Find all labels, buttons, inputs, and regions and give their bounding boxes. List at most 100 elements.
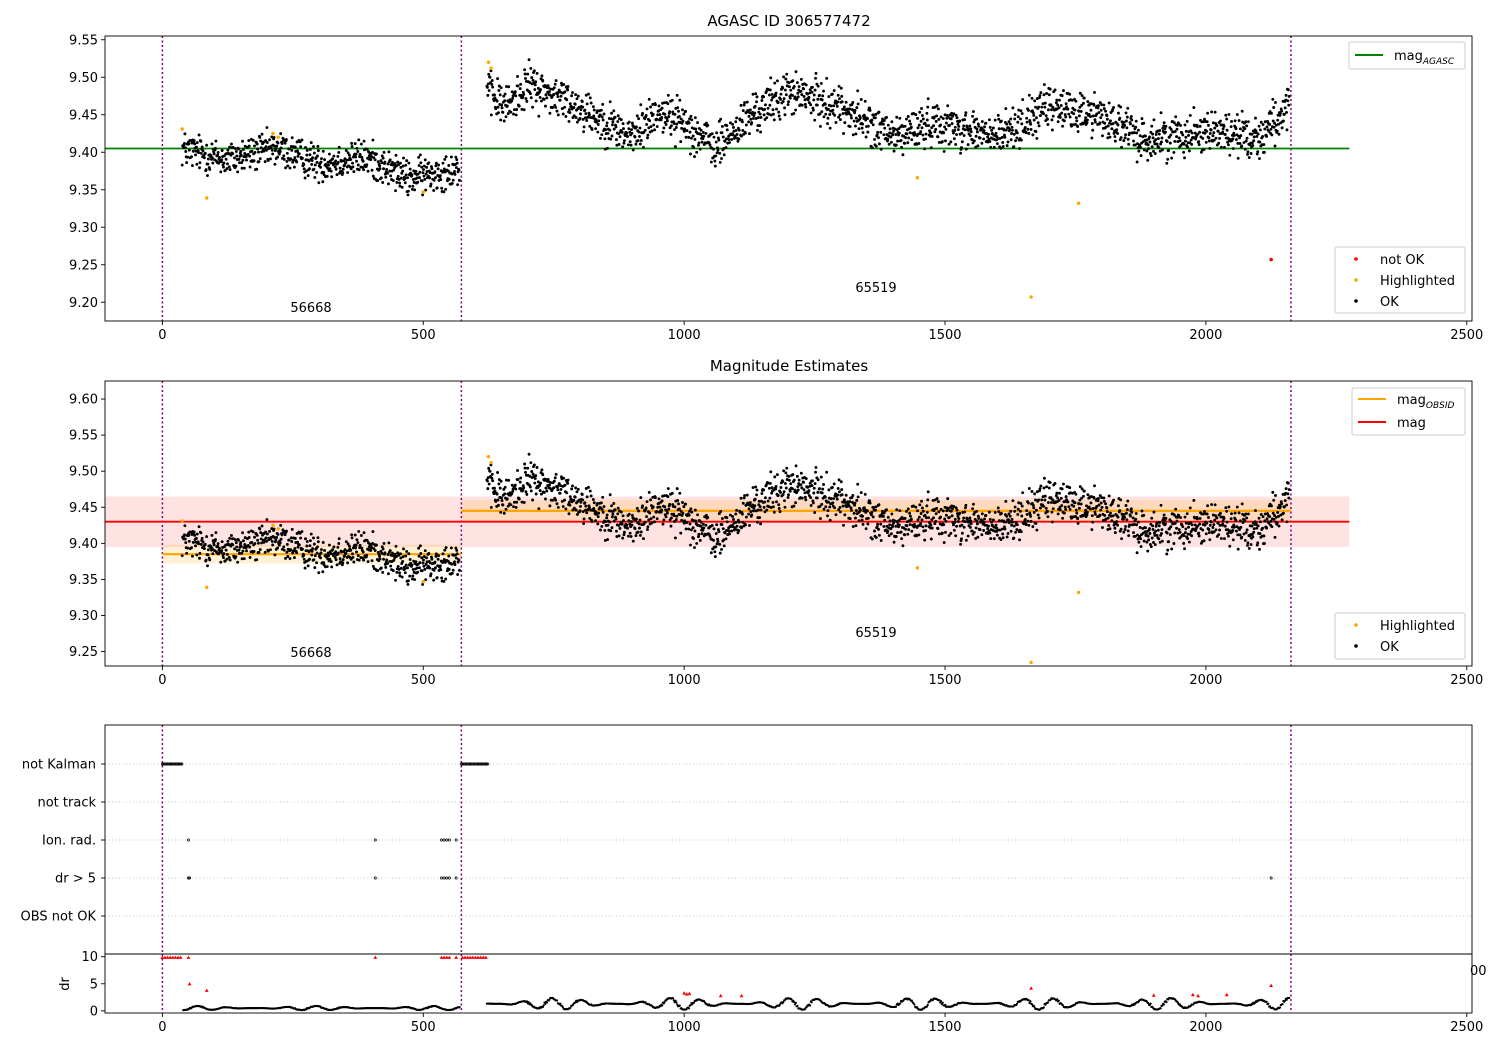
- ok-point: [1153, 543, 1157, 546]
- ok-point: [638, 526, 641, 530]
- ok-point: [1001, 144, 1005, 148]
- ok-point: [353, 142, 357, 146]
- ok-point: [1109, 119, 1112, 123]
- ok-point: [1184, 135, 1188, 139]
- ok-point: [198, 166, 201, 170]
- ok-point: [502, 119, 506, 123]
- ok-point: [675, 514, 679, 518]
- ok-point: [581, 498, 585, 502]
- ok-point: [344, 149, 348, 152]
- ok-point: [1183, 515, 1187, 519]
- ok-point: [1188, 506, 1192, 510]
- ok-point: [1000, 527, 1004, 531]
- ok-point: [962, 516, 966, 520]
- ok-point: [310, 159, 314, 162]
- ok-point: [400, 171, 404, 175]
- ok-point: [725, 124, 729, 128]
- ok-point: [1187, 149, 1191, 153]
- ok-point: [1202, 120, 1206, 124]
- ok-point: [990, 128, 994, 132]
- ok-point: [1146, 158, 1150, 162]
- ok-point: [684, 109, 688, 113]
- ok-point: [672, 514, 676, 518]
- ok-point: [1268, 515, 1272, 519]
- ok-point: [1008, 514, 1012, 518]
- ok-point: [909, 517, 913, 521]
- ok-point: [612, 502, 616, 505]
- ok-point: [935, 506, 939, 510]
- ok-point: [378, 555, 382, 558]
- ok-point: [594, 118, 598, 122]
- ok-point: [404, 173, 408, 177]
- ok-point: [651, 112, 655, 116]
- ok-point: [634, 142, 638, 146]
- ok-point: [283, 533, 287, 537]
- ok-point: [381, 181, 385, 184]
- x-tick-label: 2500: [1450, 328, 1483, 343]
- ok-point: [877, 533, 881, 537]
- ok-point: [266, 549, 270, 553]
- ok-point: [709, 160, 713, 164]
- ok-point: [1154, 138, 1158, 141]
- ok-point: [626, 135, 629, 138]
- ok-point: [601, 495, 605, 499]
- ok-point: [722, 153, 726, 157]
- ok-point: [223, 169, 227, 172]
- ok-point: [697, 143, 700, 147]
- ok-point: [1081, 101, 1085, 105]
- ok-point: [587, 92, 590, 96]
- ok-point: [653, 128, 657, 132]
- ok-point: [535, 71, 539, 75]
- ok-point: [1054, 101, 1058, 105]
- ok-point: [898, 116, 902, 120]
- ok-point: [1071, 123, 1075, 127]
- legend-label-ok: OK: [1380, 295, 1399, 310]
- ok-point: [842, 105, 846, 109]
- ok-point: [225, 557, 229, 561]
- ok-point: [1081, 494, 1085, 498]
- ok-point: [384, 175, 388, 179]
- ok-point: [345, 158, 349, 162]
- ok-point: [716, 537, 719, 541]
- ok-point: [1232, 525, 1236, 529]
- ok-point: [1056, 496, 1060, 500]
- ok-point: [1172, 121, 1176, 125]
- ok-point: [394, 544, 398, 548]
- ok-point: [241, 539, 245, 543]
- ok-point: [434, 554, 438, 558]
- ok-point: [848, 107, 852, 111]
- ok-point: [796, 91, 800, 95]
- ok-point: [453, 170, 456, 173]
- ok-point: [283, 141, 287, 145]
- ok-point: [265, 518, 269, 522]
- ok-point: [739, 496, 743, 500]
- ok-point: [908, 131, 912, 135]
- ok-point: [1144, 141, 1148, 145]
- ok-point: [1172, 513, 1176, 517]
- ok-point: [628, 140, 632, 144]
- ok-point: [1058, 508, 1062, 512]
- ok-point: [511, 490, 515, 493]
- ok-point: [919, 512, 923, 515]
- ok-point: [1189, 129, 1193, 133]
- ok-point: [1053, 481, 1057, 485]
- ok-point: [1225, 128, 1229, 132]
- ok-point: [1102, 499, 1106, 503]
- ok-point: [1276, 511, 1280, 514]
- ok-point: [224, 157, 228, 161]
- ok-point: [327, 163, 331, 167]
- ok-point: [334, 558, 338, 562]
- ok-point: [1113, 526, 1117, 530]
- ok-point: [759, 130, 763, 134]
- ok-point: [740, 134, 743, 138]
- ok-point: [253, 535, 256, 539]
- ok-point: [523, 72, 527, 76]
- ok-point: [211, 552, 215, 556]
- ok-point: [890, 120, 894, 124]
- ok-point: [441, 161, 445, 165]
- ok-point: [870, 510, 874, 514]
- ok-point: [1216, 129, 1220, 133]
- ok-point: [942, 541, 946, 544]
- ok-point: [962, 525, 966, 529]
- ok-point: [1046, 108, 1050, 112]
